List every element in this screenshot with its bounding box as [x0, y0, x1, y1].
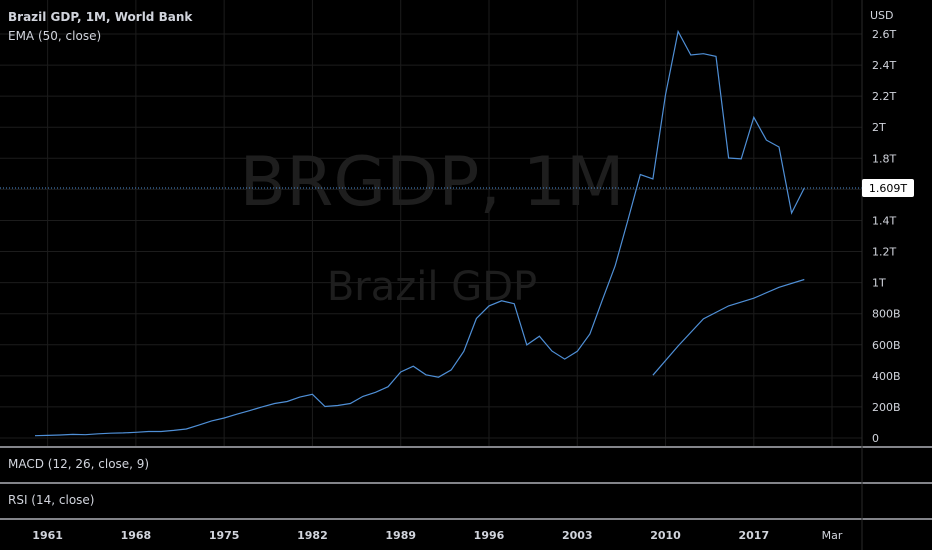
y-tick-label: 800B — [872, 308, 901, 321]
x-tick-label: 2010 — [650, 529, 681, 542]
y-tick-label: 2.6T — [872, 28, 896, 41]
ema-indicator-label[interactable]: EMA (50, close) — [8, 29, 102, 43]
watermark-name: Brazil GDP — [327, 264, 537, 310]
y-tick-label: 1T — [872, 277, 886, 290]
y-tick-label: 2.2T — [872, 90, 896, 103]
last-value-badge: 1.609T — [862, 178, 914, 197]
x-tick-label: 1996 — [474, 529, 505, 542]
y-tick-label: 0 — [872, 432, 879, 445]
x-tick-label: 2003 — [562, 529, 593, 542]
series-layer — [34, 29, 805, 437]
x-tick-label: 1989 — [385, 529, 416, 542]
price-axis[interactable]: 0200B400B600B800B1T1.2T1.4T1.6T1.8T2T2.2… — [872, 28, 901, 445]
ema-series-line[interactable] — [652, 278, 805, 376]
chart-title[interactable]: Brazil GDP, 1M, World Bank — [8, 10, 193, 24]
pane-separators[interactable] — [0, 446, 932, 520]
y-tick-label: 1.2T — [872, 246, 896, 259]
y-tick-label: 1.8T — [872, 152, 896, 165]
x-tick-label: 2017 — [739, 529, 770, 542]
y-tick-label: 600B — [872, 339, 901, 352]
y-tick-label: 400B — [872, 370, 901, 383]
currency-label: USD — [870, 9, 894, 22]
rsi-pane-label[interactable]: RSI (14, close) — [8, 493, 95, 507]
x-tick-label: 1982 — [297, 529, 328, 542]
watermark-symbol: BRGDP, 1M — [239, 143, 624, 222]
x-tick-label: 1961 — [32, 529, 63, 542]
y-tick-label: 1.4T — [872, 214, 896, 227]
x-tick-label: Mar — [822, 529, 843, 542]
x-tick-label: 1968 — [121, 529, 152, 542]
y-tick-label: 2T — [872, 121, 886, 134]
last-value-label: 1.609T — [869, 182, 907, 195]
gdp-series-line[interactable] — [34, 29, 805, 437]
y-tick-label: 2.4T — [872, 59, 896, 72]
y-tick-label: 200B — [872, 401, 901, 414]
grid-lines — [0, 0, 862, 446]
macd-pane-label[interactable]: MACD (12, 26, close, 9) — [8, 457, 150, 471]
x-tick-label: 1975 — [209, 529, 240, 542]
time-axis[interactable]: 1961 1968 1975 1982 1989 1996 2003 2010 2017 Mar — [32, 529, 843, 542]
